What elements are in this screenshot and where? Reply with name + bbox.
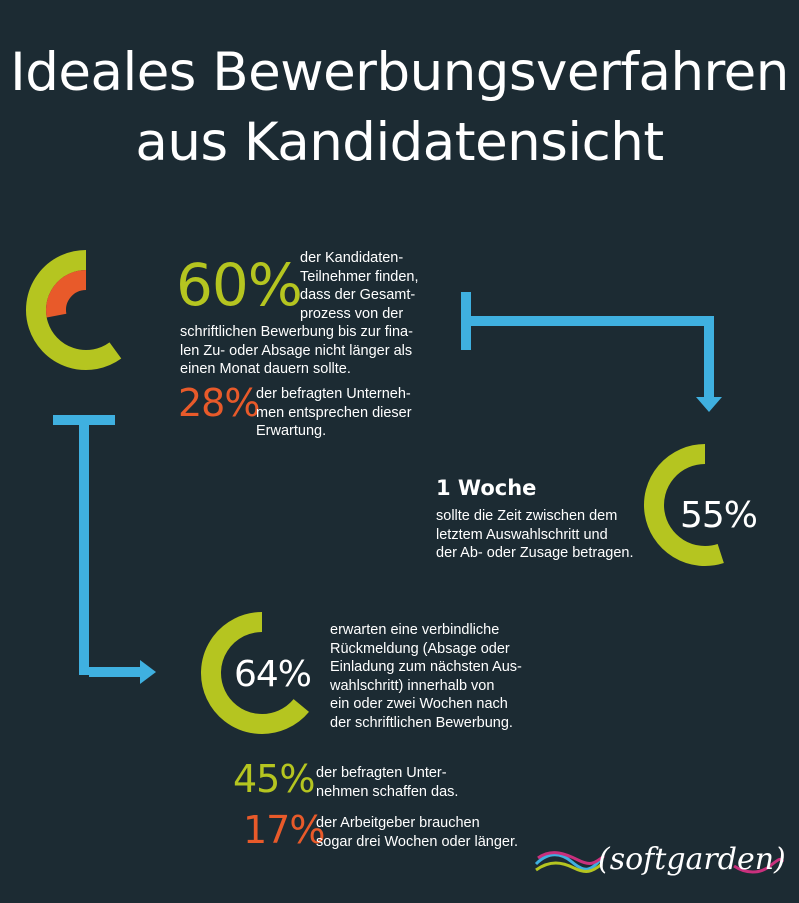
block3-line: Rückmeldung (Absage oder [330,640,510,657]
block2-line: der Ab- oder Zusage betragen. [436,545,634,561]
ring-60-percent-green [26,250,122,370]
block1-line: schriftlichen Bewerbung bis zur fina- [180,324,413,340]
stat-17-percent: 17% [243,808,325,852]
stat-45-text: der befragten Unter- nehmen schaffen das… [316,764,516,801]
stat-60-percent: 60% [176,251,303,319]
stat-17-text: der Arbeitgeber brauchen sogar drei Woch… [316,814,546,851]
block1-sub-line: men entsprechen dieser [256,404,412,421]
logo-wave-icon [534,851,784,874]
stat-45-percent: 45% [233,757,315,801]
logo-paren-close: ) [774,842,786,877]
block1-line: der Kandidaten- [300,250,404,266]
block1-line: Teilnehmer finden, [300,268,419,285]
block1-sub-line: der befragten Unterneh- [256,386,411,402]
block2-text: sollte die Zeit zwischen dem letztem Aus… [436,507,646,563]
heading-1-woche: 1 Woche [436,476,537,500]
block1-text-top: der Kandidaten- Teilnehmer finden, dass … [300,249,470,323]
logo-paren-open: ( [598,842,610,877]
ring-28-percent-orange [46,270,87,318]
stat-45-line: nehmen schaffen das. [316,783,459,800]
softgarden-logo: (softgarden) [534,840,786,884]
ring-55-percent [644,444,724,566]
block3-line: der schriftlichen Bewerbung. [330,714,513,731]
page-title: Ideales Bewerbungsverfahren aus Kandidat… [0,38,799,178]
logo-text: softgarden [609,842,775,877]
stat-17-line: der Arbeitgeber brauchen [316,815,480,831]
title-line-2: aus Kandidatensicht [135,112,664,173]
block3-line: Einladung zum nächsten Aus- [330,659,522,675]
block2-line: letztem Auswahlschritt und [436,526,608,543]
ring-64-percent [201,612,309,734]
stat-17-line: sogar drei Wochen oder länger. [316,833,519,850]
arrow-top-right [461,292,722,412]
block3-line: ein oder zwei Wochen nach [330,696,508,712]
block1-line: len Zu- oder Absage nicht länger als [180,342,413,359]
block1-line: prozess von der [300,305,404,322]
arrow-left [53,415,156,684]
block1-sub-line: Erwartung. [256,423,327,439]
block3-text: erwarten eine verbindliche Rückmeldung (… [330,621,550,732]
stat-28-percent: 28% [178,381,260,425]
ring-label-55-percent: 55% [680,495,758,536]
block1-subtext: der befragten Unterneh- men entsprechen … [256,385,456,441]
block3-line: erwarten eine verbindliche [330,622,500,638]
stat-45-line: der befragten Unter- [316,765,447,781]
block2-line: sollte die Zeit zwischen dem [436,508,618,524]
ring-label-64-percent: 64% [234,654,312,695]
title-line-1: Ideales Bewerbungsverfahren [10,42,789,103]
block1-line: einen Monat dauern sollte. [180,361,351,377]
block1-text-bottom: schriftlichen Bewerbung bis zur fina- le… [180,323,480,379]
block3-line: wahlschritt) innerhalb von [330,677,495,694]
block1-line: dass der Gesamt- [300,287,416,303]
